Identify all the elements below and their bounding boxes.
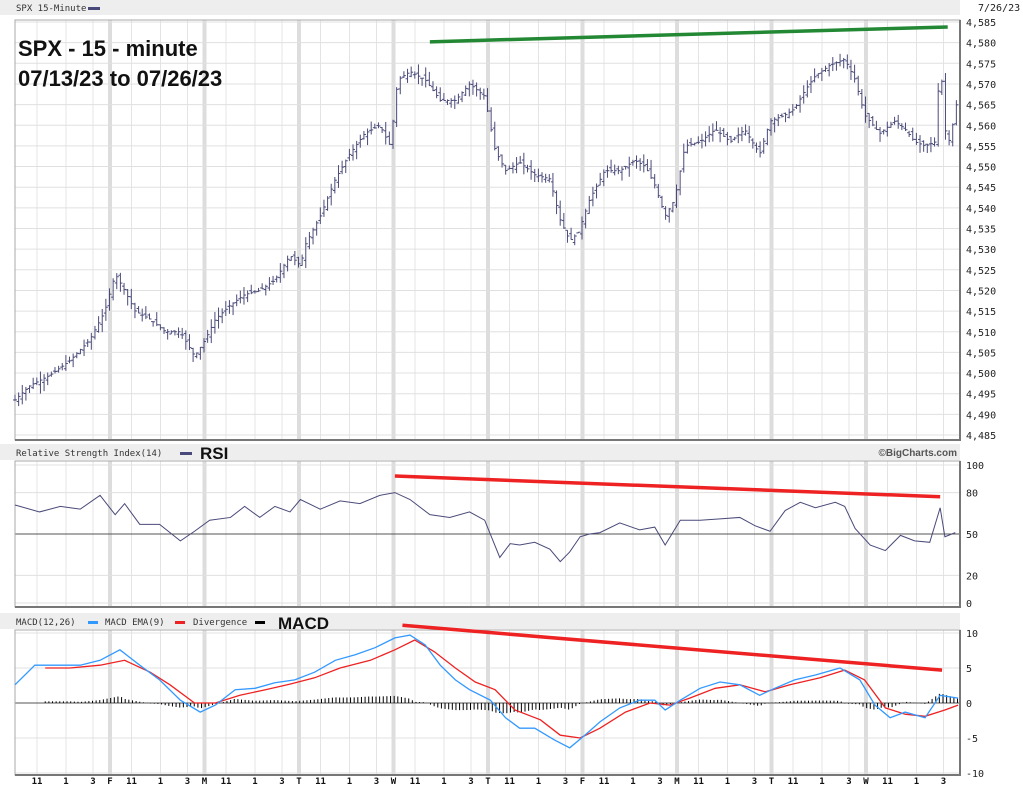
- price-ytick-label: 4,505: [966, 348, 996, 359]
- bigcharts-credit[interactable]: ©BigCharts.com: [879, 448, 958, 459]
- x-tick-label: 1: [914, 777, 919, 787]
- x-tick-label: 3: [374, 777, 379, 787]
- macd-ytick-label: -5: [966, 734, 978, 745]
- x-tick-label: M: [674, 777, 680, 787]
- x-tick-label: 3: [90, 777, 95, 787]
- macd-tag: MACD: [278, 614, 329, 633]
- price-ytick-label: 4,535: [966, 225, 996, 236]
- rsi-tag: RSI: [200, 444, 228, 463]
- rsi-ytick-label: 20: [966, 571, 978, 582]
- x-tick-label: 11: [788, 777, 799, 787]
- annotation-line-1: SPX - 15 - minute: [18, 36, 198, 61]
- price-ytick-label: 4,530: [966, 245, 996, 256]
- price-ytick-label: 4,575: [966, 59, 996, 70]
- x-tick-label: 11: [126, 777, 137, 787]
- x-tick-label: T: [296, 777, 302, 787]
- macd-ytick-label: 10: [966, 629, 978, 640]
- price-ytick-label: 4,525: [966, 266, 996, 277]
- macd-label: MACD(12,26): [16, 618, 76, 628]
- x-tick-label: M: [202, 777, 208, 787]
- x-tick-label: W: [863, 777, 869, 787]
- rsi-ytick-label: 0: [966, 599, 972, 610]
- price-ytick-label: 4,485: [966, 431, 996, 442]
- x-tick-label: 11: [882, 777, 893, 787]
- rsi-panel: 0 20 50 80 100: [14, 460, 984, 610]
- x-tick-label: 11: [693, 777, 704, 787]
- price-ytick-label: 4,515: [966, 307, 996, 318]
- x-tick-label: 1: [441, 777, 446, 787]
- x-tick-label: 11: [221, 777, 232, 787]
- x-tick-label: 1: [725, 777, 730, 787]
- x-tick-label: 3: [185, 777, 190, 787]
- rsi-ytick-label: 100: [966, 461, 984, 472]
- x-tick-label: 11: [599, 777, 610, 787]
- x-tick-label: 11: [315, 777, 326, 787]
- macd-ytick-label: 5: [966, 664, 972, 675]
- macd-red-trendline: [402, 623, 943, 672]
- macd-panel: -10 -5 0 5 10: [14, 629, 984, 780]
- divergence-legend-swatch: [255, 621, 265, 624]
- chart-date: 7/26/23: [978, 3, 1020, 14]
- macd-line: [14, 634, 959, 749]
- rsi-legend-swatch: [180, 452, 192, 455]
- x-tick-label: 3: [846, 777, 851, 787]
- x-tick-label: 3: [468, 777, 473, 787]
- price-ytick-label: 4,520: [966, 286, 996, 297]
- macd-ema-line: [45, 639, 959, 739]
- price-ytick-label: 4,495: [966, 390, 996, 401]
- x-tick-label: 1: [158, 777, 163, 787]
- ema-legend-swatch: [175, 621, 185, 624]
- macd-ytick-label: -10: [966, 769, 984, 780]
- x-tick-label: 1: [347, 777, 352, 787]
- annotation-line-2: 07/13/23 to 07/26/23: [18, 66, 222, 91]
- rsi-label: Relative Strength Index(14): [16, 449, 162, 459]
- x-tick-label: 1: [819, 777, 824, 787]
- price-panel: 4,485 4,490 4,495 4,500 4,505 4,510 4,515 4,520…: [14, 18, 996, 442]
- x-tick-label: 1: [630, 777, 635, 787]
- x-tick-label: 11: [504, 777, 515, 787]
- x-tick-label: T: [485, 777, 491, 787]
- x-tick-label: 1: [536, 777, 541, 787]
- rsi-ytick-label: 80: [966, 489, 978, 500]
- macd-header-bar: [0, 613, 960, 629]
- price-ytick-label: 4,545: [966, 183, 996, 194]
- price-ytick-label: 4,580: [966, 39, 996, 50]
- price-ytick-label: 4,560: [966, 121, 996, 132]
- rsi-header-bar: [0, 444, 960, 460]
- price-ytick-label: 4,540: [966, 204, 996, 215]
- price-ytick-label: 4,565: [966, 101, 996, 112]
- x-tick-label: 1: [63, 777, 68, 787]
- price-green-trendline: [429, 25, 948, 44]
- x-tick-label: F: [580, 777, 585, 787]
- macd-ytick-label: 0: [966, 699, 972, 710]
- rsi-ytick-label: 50: [966, 530, 978, 541]
- macd-legend-swatch: [88, 621, 98, 624]
- rsi-line: [14, 492, 956, 563]
- x-tick-label: 11: [410, 777, 421, 787]
- price-ytick-label: 4,570: [966, 80, 996, 91]
- ema-label: MACD EMA(9): [105, 618, 165, 628]
- price-ytick-label: 4,550: [966, 163, 996, 174]
- x-tick-label: 3: [279, 777, 284, 787]
- price-title: SPX 15-Minute: [16, 4, 86, 14]
- price-ytick-label: 4,510: [966, 328, 996, 339]
- divergence-label: Divergence: [193, 618, 247, 628]
- price-legend-swatch: [88, 7, 100, 10]
- price-ytick-label: 4,585: [966, 18, 996, 29]
- x-tick-label: 1: [252, 777, 257, 787]
- price-ytick-label: 4,490: [966, 410, 996, 421]
- x-tick-label: 3: [941, 777, 946, 787]
- x-tick-label: 3: [752, 777, 757, 787]
- x-tick-label: 11: [32, 777, 43, 787]
- x-tick-label: 3: [563, 777, 568, 787]
- x-tick-label: T: [769, 777, 775, 787]
- x-tick-label: W: [391, 777, 397, 787]
- x-tick-label: F: [107, 777, 112, 787]
- x-tick-label: 3: [657, 777, 662, 787]
- price-ytick-label: 4,555: [966, 142, 996, 153]
- price-header-bar: [0, 0, 960, 15]
- price-ytick-label: 4,500: [966, 369, 996, 380]
- rsi-red-trendline: [394, 474, 941, 499]
